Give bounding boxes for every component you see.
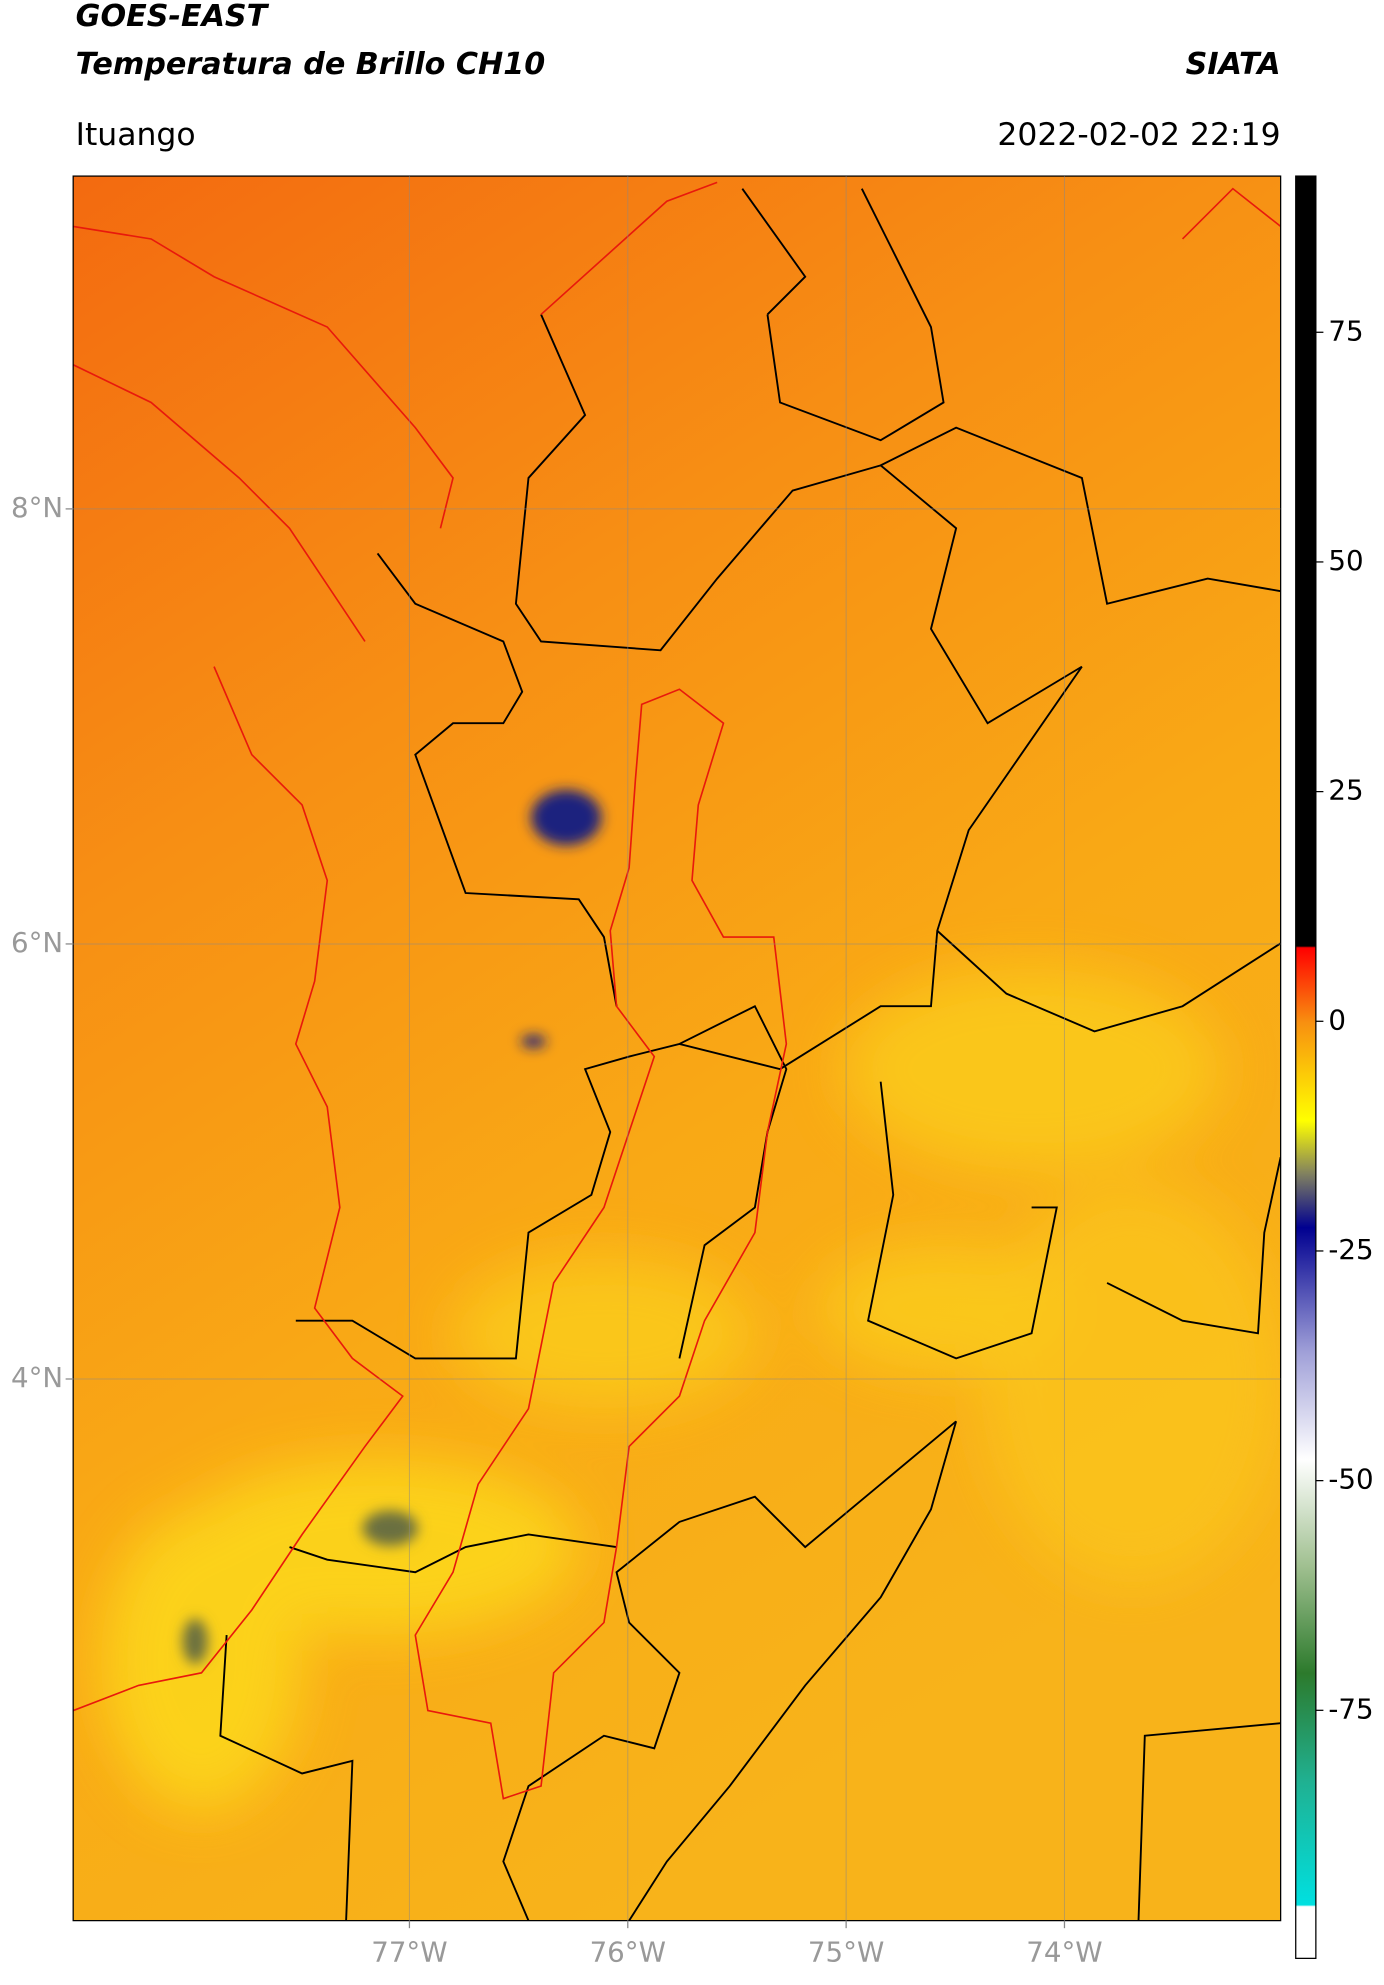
subtitle: Temperatura de Brillo CH10 <box>76 47 546 82</box>
colorbar-tick-label: 25 <box>1328 774 1363 807</box>
colorbar-tick-label: 50 <box>1328 544 1363 577</box>
admin-boundaries <box>219 188 1281 1921</box>
source: SIATA <box>1186 47 1281 82</box>
y-tick-label: 6°N <box>11 926 63 959</box>
map-area <box>73 176 1281 1921</box>
y-tick-label: 4°N <box>11 1361 63 1394</box>
timestamp: 2022-02-02 22:19 <box>997 117 1280 153</box>
title: GOES-EAST <box>76 0 270 34</box>
location: Ituango <box>76 117 196 153</box>
colorbar <box>1295 175 1317 1959</box>
warm-areas <box>100 968 1281 1812</box>
y-tick-label: 8°N <box>11 491 63 524</box>
x-tick-label: 75°W <box>808 1935 884 1968</box>
colorbar-tick-label: -25 <box>1328 1233 1373 1266</box>
colorbar-tick-label: 0 <box>1328 1003 1346 1036</box>
x-tick-label: 74°W <box>1026 1935 1102 1968</box>
map-frame <box>72 175 1282 1922</box>
colorbar-tick-label: -75 <box>1328 1692 1373 1725</box>
colorbar-tick-label: -50 <box>1328 1463 1373 1496</box>
x-tick-label: 77°W <box>371 1935 447 1968</box>
cold-clouds <box>182 789 602 1665</box>
coastline-and-region <box>73 181 1281 1800</box>
x-tick-label: 76°W <box>590 1935 666 1968</box>
colorbar-tick-label: 75 <box>1328 314 1363 347</box>
